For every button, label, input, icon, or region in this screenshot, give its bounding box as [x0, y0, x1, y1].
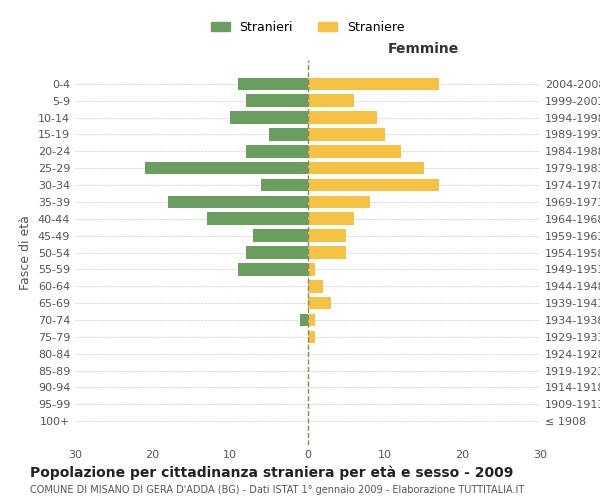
- Bar: [308, 111, 377, 124]
- Bar: [308, 280, 323, 292]
- Y-axis label: Fasce di età: Fasce di età: [19, 215, 32, 290]
- Bar: [308, 263, 315, 276]
- Bar: [253, 230, 308, 242]
- Bar: [269, 128, 308, 141]
- Bar: [308, 246, 346, 259]
- Text: COMUNE DI MISANO DI GERA D'ADDA (BG) - Dati ISTAT 1° gennaio 2009 - Elaborazione: COMUNE DI MISANO DI GERA D'ADDA (BG) - D…: [30, 485, 524, 495]
- Bar: [245, 94, 308, 107]
- Bar: [308, 145, 401, 158]
- Bar: [145, 162, 308, 174]
- Text: Femmine: Femmine: [388, 42, 460, 56]
- Bar: [308, 162, 424, 174]
- Bar: [308, 128, 385, 141]
- Bar: [308, 178, 439, 192]
- Legend: Stranieri, Straniere: Stranieri, Straniere: [206, 16, 409, 39]
- Bar: [261, 178, 308, 192]
- Bar: [308, 330, 315, 343]
- Bar: [308, 314, 315, 326]
- Bar: [238, 78, 308, 90]
- Bar: [245, 145, 308, 158]
- Bar: [168, 196, 308, 208]
- Bar: [308, 212, 354, 225]
- Bar: [300, 314, 308, 326]
- Bar: [308, 196, 370, 208]
- Bar: [308, 230, 346, 242]
- Text: Popolazione per cittadinanza straniera per età e sesso - 2009: Popolazione per cittadinanza straniera p…: [30, 465, 514, 479]
- Bar: [207, 212, 308, 225]
- Bar: [308, 78, 439, 90]
- Bar: [245, 246, 308, 259]
- Bar: [238, 263, 308, 276]
- Bar: [308, 94, 354, 107]
- Bar: [230, 111, 308, 124]
- Bar: [308, 297, 331, 310]
